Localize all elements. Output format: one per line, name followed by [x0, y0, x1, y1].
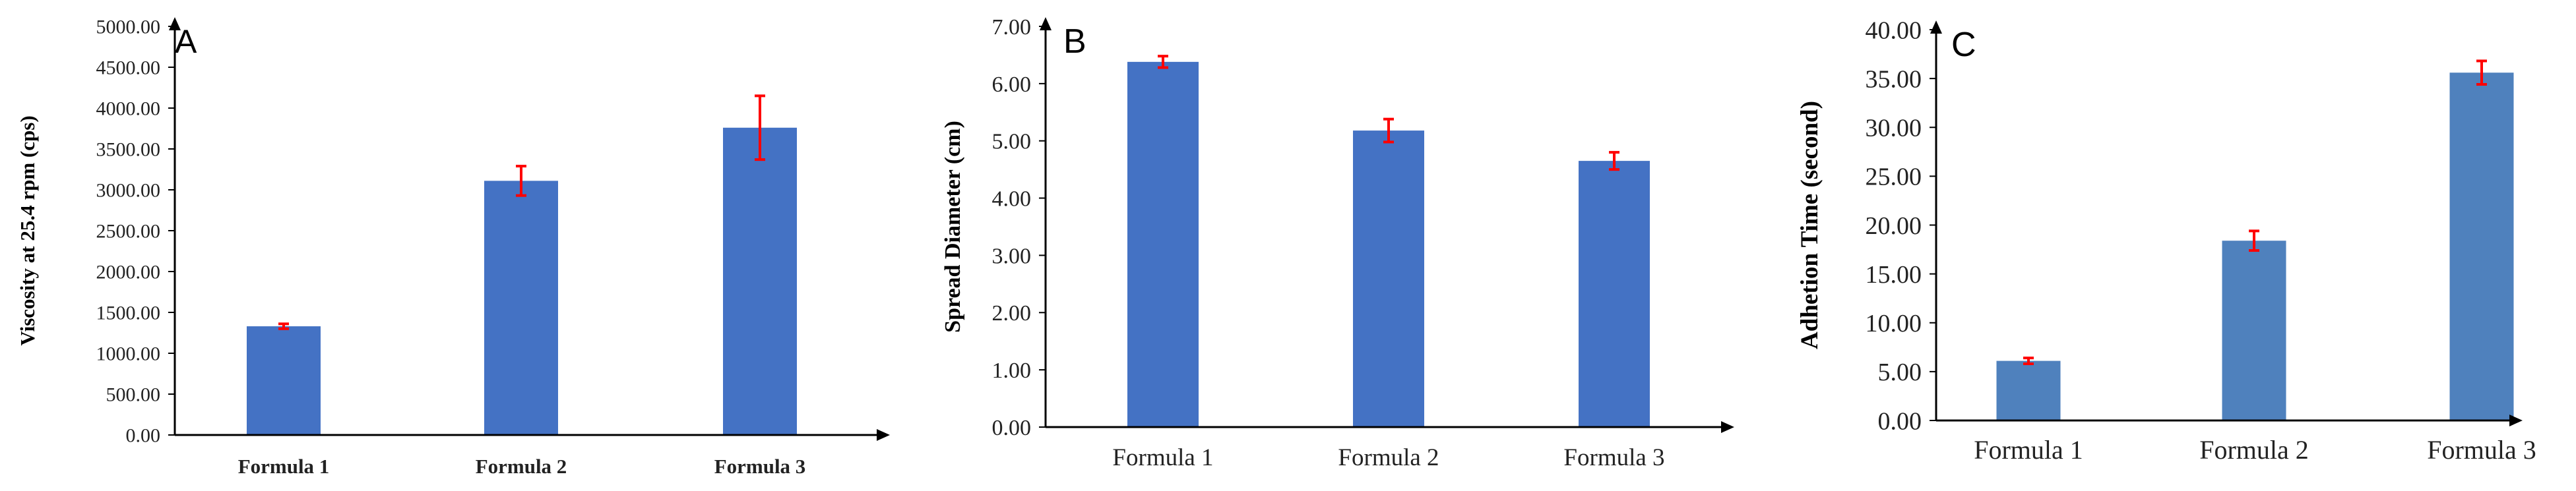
y-tick-label: 6.00 [992, 72, 1032, 97]
bar-3 [723, 127, 797, 435]
error-bar-2 [1383, 117, 1394, 144]
y-tick-label: 3000.00 [96, 180, 161, 202]
y-tick-label: 1.00 [992, 359, 1032, 383]
y-axis-label: Viscosity at 25.4 rpm (cps) [16, 115, 39, 345]
error-bar-1 [2023, 357, 2034, 366]
panel-c: 0.00 5.00 10.00 15.00 20.00 25.00 30.00 35.00 40… [1796, 16, 2536, 465]
error-bar-3 [2476, 59, 2487, 86]
y-tick-label: 1500.00 [96, 303, 161, 324]
y-tick-label: 5000.00 [96, 16, 161, 38]
bar-1 [247, 326, 321, 435]
x-axis-arrow [877, 429, 890, 441]
x-tick-label: Formula 3 [2427, 435, 2536, 465]
bar-3 [1579, 161, 1650, 427]
x-axis-arrow [1721, 421, 1734, 433]
panel-letter: C [1951, 26, 1976, 64]
y-tick-label: 3.00 [992, 244, 1032, 268]
y-tick-label: 0.00 [1878, 407, 1922, 435]
bar-3 [2449, 72, 2514, 421]
y-tick-label: 0.00 [992, 416, 1032, 440]
panel-b: 0.00 1.00 2.00 3.00 4.00 5.00 6.00 7.00 Formula … [941, 15, 1734, 471]
x-tick-label: Formula 2 [476, 455, 567, 478]
y-tick-label: 500.00 [106, 384, 161, 406]
y-tick-label: 7.00 [992, 15, 1032, 40]
y-tick-label: 0.00 [126, 425, 161, 447]
bar-1 [1127, 61, 1199, 427]
x-tick-label: Formula 1 [238, 455, 330, 478]
bar-2 [1353, 130, 1424, 427]
error-bar-2 [2249, 229, 2259, 252]
error-bar-3 [1609, 151, 1619, 171]
panel-letter: A [175, 23, 197, 60]
y-axis-arrow [1930, 20, 1942, 34]
x-axis-arrow [2509, 415, 2523, 426]
y-tick-label: 4000.00 [96, 98, 161, 120]
y-tick-label: 5.00 [1878, 359, 1922, 386]
bar-1 [1996, 361, 2061, 420]
x-tick-label: Formula 3 [1563, 444, 1664, 471]
error-bar-3 [755, 94, 765, 161]
error-bar-1 [1158, 55, 1168, 69]
y-axis-label: Spread Diameter (cm) [941, 121, 965, 333]
y-tick-label: 2000.00 [96, 262, 161, 283]
y-tick-label: 3500.00 [96, 139, 161, 161]
y-axis-arrow [1040, 17, 1052, 30]
bar-2 [484, 181, 558, 435]
y-tick-label: 35.00 [1866, 65, 1922, 93]
y-tick-label: 2500.00 [96, 221, 161, 243]
panel-a: 0.00 500.00 1000.00 1500.00 2000.00 2500.00 30… [16, 16, 890, 478]
bar-2 [2222, 241, 2286, 420]
x-tick-label: Formula 1 [1112, 444, 1213, 471]
error-bar-1 [278, 322, 289, 330]
x-tick-label: Formula 2 [2199, 435, 2309, 465]
y-tick-label: 4.00 [992, 187, 1032, 211]
y-tick-label: 4500.00 [96, 57, 161, 79]
panel-letter: B [1063, 22, 1086, 61]
y-axis-label: Adhetion Time (second) [1796, 101, 1823, 349]
y-tick-label: 25.00 [1866, 163, 1922, 191]
y-tick-label: 2.00 [992, 301, 1032, 326]
x-tick-label: Formula 3 [714, 455, 806, 478]
x-tick-label: Formula 2 [1338, 444, 1439, 471]
y-tick-label: 40.00 [1866, 16, 1922, 44]
y-tick-label: 5.00 [992, 130, 1032, 154]
error-bar-2 [516, 165, 526, 197]
y-tick-label: 1000.00 [96, 343, 161, 365]
x-tick-label: Formula 1 [1974, 435, 2083, 465]
y-tick-label: 10.00 [1866, 310, 1922, 337]
y-tick-label: 20.00 [1866, 212, 1922, 240]
y-tick-label: 30.00 [1866, 115, 1922, 142]
y-tick-label: 15.00 [1866, 261, 1922, 289]
